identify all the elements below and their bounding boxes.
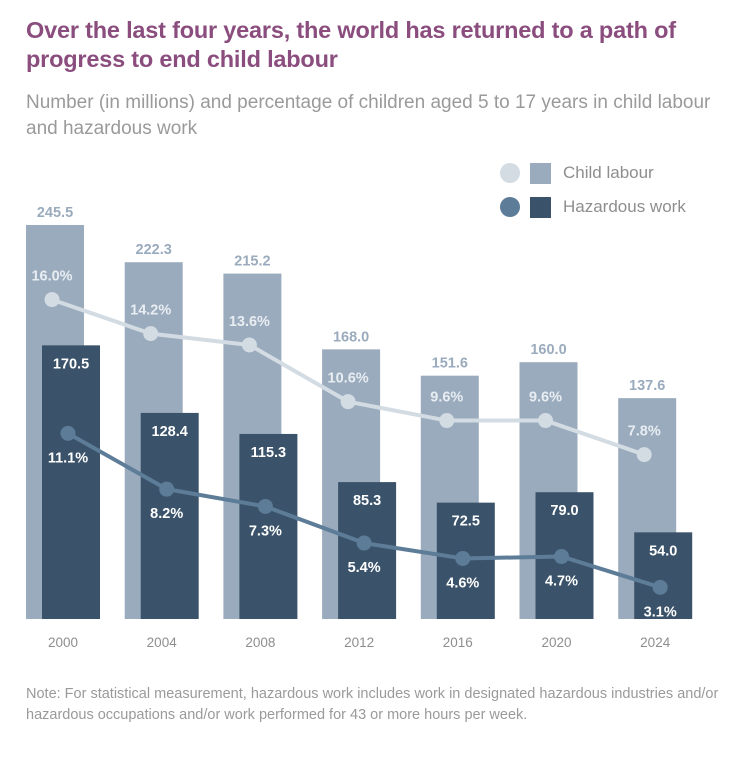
x-tick-label-2000: 2000 <box>48 635 78 650</box>
legend-dot-child-labour <box>500 163 520 183</box>
x-tick-label-2004: 2004 <box>147 635 178 650</box>
bar-label-child-labour-2008: 215.2 <box>234 254 270 270</box>
bar-hazardous-work-2008 <box>239 433 298 619</box>
legend-square-child-labour <box>530 162 551 184</box>
bar-hazardous-work-2024 <box>634 532 693 619</box>
bar-label-child-labour-2020: 160.0 <box>530 342 566 358</box>
point-label-child-labour-pct-2020: 9.6% <box>529 390 562 406</box>
bar-label-hazardous-work-2020: 79.0 <box>550 503 578 519</box>
point-child-labour-pct-2020 <box>538 413 553 429</box>
point-child-labour-pct-2000 <box>44 292 60 308</box>
legend-label-child-labour: Child labour <box>563 163 654 182</box>
point-label-child-labour-pct-2000: 16.0% <box>31 269 72 285</box>
bar-label-child-labour-2000: 245.5 <box>37 205 73 221</box>
point-child-labour-pct-2024 <box>636 447 652 463</box>
point-hazardous-work-pct-2000 <box>60 425 76 441</box>
bar-label-hazardous-work-2012: 85.3 <box>353 493 381 509</box>
bar-label-hazardous-work-2008: 115.3 <box>251 445 287 461</box>
point-label-hazardous-work-pct-2020: 4.7% <box>545 574 578 590</box>
point-hazardous-work-pct-2008 <box>257 498 273 514</box>
bar-label-hazardous-work-2000: 170.5 <box>53 356 89 372</box>
bar-label-child-labour-2004: 222.3 <box>136 242 172 258</box>
legend-item-hazardous-work: Hazardous work <box>500 190 686 224</box>
point-label-hazardous-work-pct-2000: 11.1% <box>48 450 88 466</box>
point-label-hazardous-work-pct-2024: 3.1% <box>644 604 677 620</box>
point-label-hazardous-work-pct-2012: 5.4% <box>348 560 381 576</box>
bar-hazardous-work-2004 <box>140 412 199 619</box>
x-tick-label-2016: 2016 <box>443 635 473 650</box>
point-label-child-labour-pct-2016: 9.6% <box>430 390 463 406</box>
legend-dot-hazardous-work <box>500 197 520 217</box>
point-hazardous-work-pct-2004 <box>159 481 175 497</box>
point-child-labour-pct-2004 <box>143 326 159 342</box>
x-tick-label-2012: 2012 <box>344 635 374 650</box>
point-hazardous-work-pct-2016 <box>455 550 471 566</box>
bar-hazardous-work-2012 <box>338 482 397 619</box>
footnote: Note: For statistical measurement, hazar… <box>26 686 719 723</box>
point-child-labour-pct-2012 <box>340 394 356 410</box>
point-child-labour-pct-2016 <box>439 413 455 429</box>
point-hazardous-work-pct-2012 <box>356 535 372 551</box>
x-tick-label-2008: 2008 <box>245 635 275 650</box>
bar-hazardous-work-2000 <box>42 345 100 619</box>
point-label-child-labour-pct-2004: 14.2% <box>130 303 171 319</box>
legend-item-child-labour: Child labour <box>500 156 686 190</box>
point-label-hazardous-work-pct-2004: 8.2% <box>150 506 183 522</box>
point-label-hazardous-work-pct-2008: 7.3% <box>249 523 282 539</box>
bar-label-child-labour-2024: 137.6 <box>629 378 665 394</box>
chart-subtitle: Number (in millions) and percentage of c… <box>26 92 711 139</box>
bar-label-child-labour-2012: 168.0 <box>333 329 369 345</box>
x-tick-label-2020: 2020 <box>541 635 571 650</box>
bar-label-hazardous-work-2004: 128.4 <box>152 424 188 440</box>
point-child-labour-pct-2008 <box>241 337 257 353</box>
legend: Child labour Hazardous work <box>500 156 686 224</box>
bar-label-hazardous-work-2016: 72.5 <box>452 514 480 530</box>
point-label-child-labour-pct-2012: 10.6% <box>328 371 369 387</box>
point-label-hazardous-work-pct-2016: 4.6% <box>446 575 479 591</box>
point-hazardous-work-pct-2024 <box>652 579 668 595</box>
chart-plot: 245.5 222.3 215.2 168.0 151.6 160.0 137.6 170.5… <box>26 205 693 650</box>
legend-label-hazardous-work: Hazardous work <box>563 197 686 216</box>
point-label-child-labour-pct-2024: 7.8% <box>628 424 661 440</box>
x-tick-label-2024: 2024 <box>640 635 671 650</box>
bar-label-hazardous-work-2024: 54.0 <box>649 543 677 559</box>
bar-label-child-labour-2016: 151.6 <box>432 356 468 372</box>
legend-square-hazardous-work <box>530 196 551 218</box>
point-label-child-labour-pct-2008: 13.6% <box>229 314 270 330</box>
point-hazardous-work-pct-2020 <box>554 549 569 565</box>
chart-title: Over the last four years, the world has … <box>26 17 676 72</box>
